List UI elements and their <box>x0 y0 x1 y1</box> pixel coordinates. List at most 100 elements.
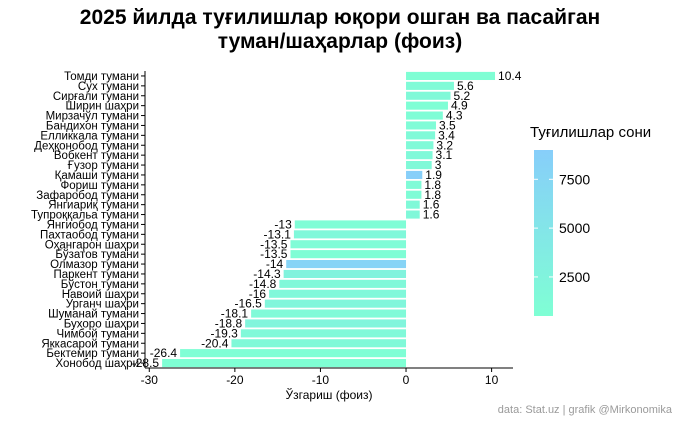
data-label: 3 <box>435 158 442 172</box>
data-label: -13 <box>274 217 292 231</box>
category-label: Сирғали тумани <box>53 91 139 103</box>
data-label: -26.4 <box>150 346 178 360</box>
category-label: Бухоро шаҳри <box>64 318 139 330</box>
chart-title-line1: 2025 йилда туғилишлар юқори ошган ва пас… <box>79 6 601 29</box>
data-label: -28.5 <box>132 356 160 370</box>
category-label: Фориш тумани <box>61 180 139 192</box>
bar <box>406 190 422 199</box>
data-label: -13.1 <box>264 227 292 241</box>
data-label: -14.8 <box>249 277 277 291</box>
data-label: 5.2 <box>454 89 471 103</box>
data-label: 4.9 <box>451 99 468 113</box>
data-label: 10.4 <box>498 69 522 83</box>
data-label: -19.3 <box>210 326 238 340</box>
category-label: Янгиариқ тумани <box>48 200 139 212</box>
category-label: Паркент тумани <box>53 269 139 281</box>
category-label: Яккасарой тумани <box>41 338 139 350</box>
chart-title: 2025 йилда туғилишлар юқори ошган ва пас… <box>0 6 680 54</box>
category-label: Мирзачўл тумани <box>46 111 139 123</box>
bar <box>293 230 407 239</box>
bar <box>406 71 496 81</box>
data-label: -18.8 <box>215 316 243 330</box>
bar <box>406 180 422 189</box>
category-label: Олмазор тумани <box>50 259 139 271</box>
category-label: Тупроққальа тумани <box>31 210 139 222</box>
data-label: -16.5 <box>234 297 262 311</box>
data-label: -20.4 <box>201 336 229 350</box>
bar <box>406 121 436 130</box>
bar <box>406 200 420 209</box>
data-label: 3.2 <box>436 138 453 152</box>
category-label: Чимбой тумани <box>56 328 139 340</box>
x-tick-label: 10 <box>485 373 499 387</box>
data-label: 3.1 <box>436 148 453 162</box>
category-label: Деҳқонобод тумани <box>34 140 139 152</box>
x-axis-title: Ўзгариш (фоиз) <box>286 387 373 402</box>
legend-tick-label: 5000 <box>559 220 590 236</box>
data-label: -14 <box>266 257 284 271</box>
data-label: -13.5 <box>260 247 288 261</box>
category-label: Бектемир тумани <box>46 348 139 360</box>
bar <box>406 131 436 140</box>
bar <box>406 160 432 170</box>
bar <box>231 339 407 348</box>
legend-tick-label: 7500 <box>559 171 590 187</box>
bar <box>162 358 407 368</box>
category-label: Бўстон тумани <box>61 279 139 291</box>
data-label: 3.4 <box>438 128 455 142</box>
bar <box>264 299 407 308</box>
bar <box>406 101 448 110</box>
category-label: Ғузор тумани <box>68 160 139 172</box>
data-label: 1.6 <box>423 208 440 222</box>
x-tick-label: 0 <box>403 373 410 387</box>
legend-colorbar <box>534 150 553 316</box>
bar <box>290 250 407 259</box>
data-label: 1.9 <box>425 168 442 182</box>
category-label: Пахтаобод тумани <box>40 229 139 241</box>
bar <box>406 151 433 160</box>
bar <box>406 141 434 150</box>
bar <box>286 259 407 269</box>
data-label: -18.1 <box>221 307 249 321</box>
category-label: Ширин шаҳри <box>65 101 139 113</box>
data-label: 1.6 <box>423 198 440 212</box>
bar <box>283 269 407 279</box>
x-tick-label: -30 <box>141 373 159 387</box>
bar <box>406 91 451 100</box>
x-tick-label: -20 <box>226 373 244 387</box>
category-label: Елликкала тумани <box>40 130 139 142</box>
category-label: Томди тумани <box>64 71 139 83</box>
category-label: Янгиобод тумани <box>47 219 139 231</box>
category-label: Хонобод шаҳри <box>55 358 139 370</box>
data-label: 1.8 <box>424 188 441 202</box>
data-label: 4.3 <box>446 109 463 123</box>
legend-tick-label: 2500 <box>559 269 590 285</box>
legend-title: Туғилишлар сони <box>530 124 652 141</box>
bar <box>406 170 423 180</box>
category-label: Навоий шаҳри <box>62 289 139 301</box>
bar <box>279 279 407 288</box>
category-label: Бандихон тумани <box>46 120 139 132</box>
bar <box>406 210 420 219</box>
bar <box>294 220 407 229</box>
x-tick-label: -10 <box>312 373 330 387</box>
category-label: Қамаши тумани <box>55 170 139 182</box>
data-label: 3.5 <box>439 118 456 132</box>
chart-title-line2: туман/шаҳарлар (фоиз) <box>217 30 463 53</box>
category-label: Сух тумани <box>78 81 139 93</box>
bar <box>406 81 454 90</box>
bar <box>406 111 443 120</box>
bar <box>251 309 407 318</box>
category-label: Бўзатов тумани <box>55 249 139 261</box>
data-label: -14.3 <box>253 267 281 281</box>
bar <box>269 289 407 298</box>
category-label: Зафаробод тумани <box>36 190 139 202</box>
category-label: Вобкент тумани <box>54 150 139 162</box>
data-label: -13.5 <box>260 237 288 251</box>
data-label: 5.6 <box>457 79 474 93</box>
bar <box>290 240 407 249</box>
bar <box>240 329 407 338</box>
bar <box>180 349 407 358</box>
category-label: Оҳангарон шаҳри <box>45 239 139 251</box>
